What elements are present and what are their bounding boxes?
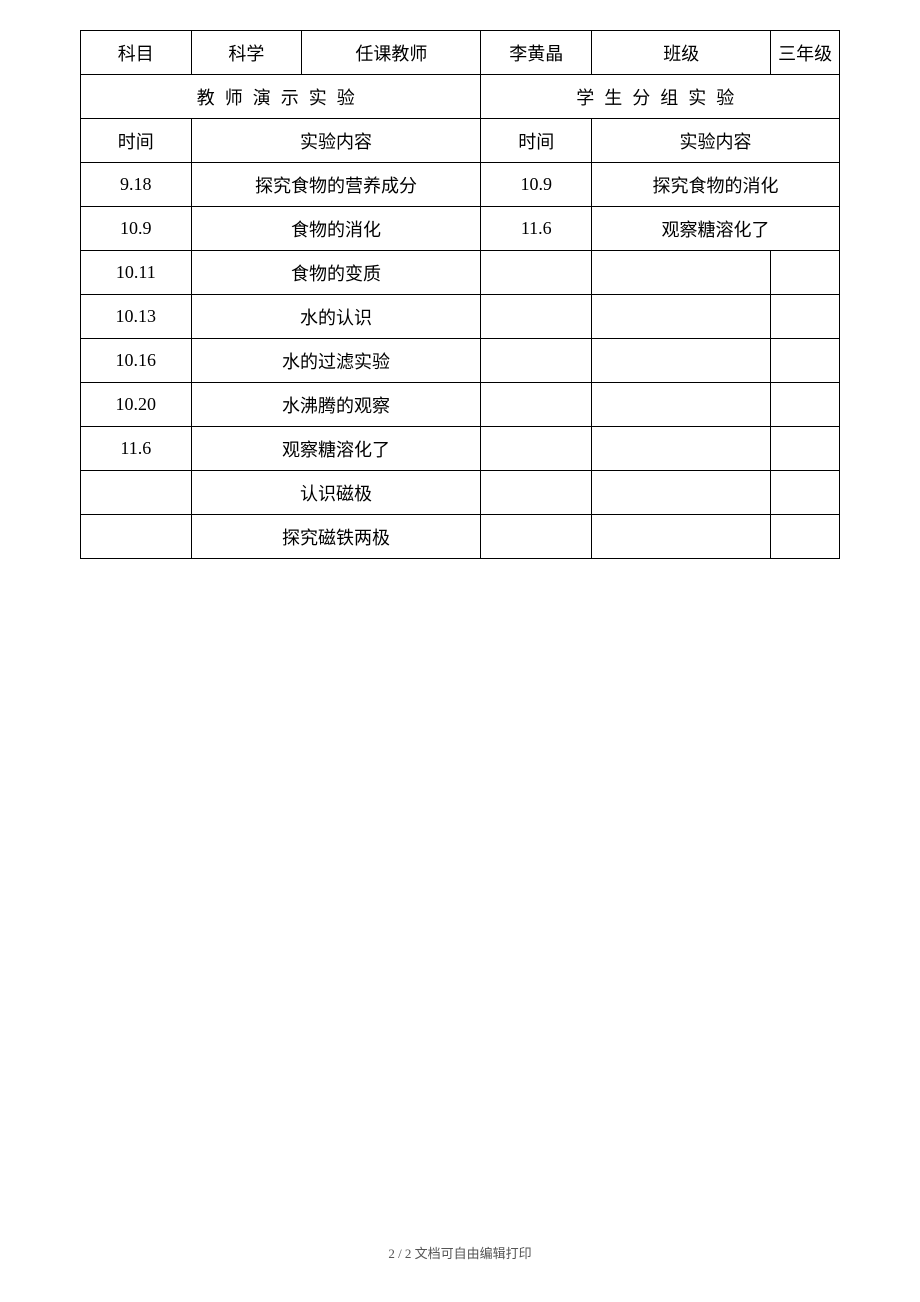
page-footer: 2 / 2 文档可自由编辑打印: [0, 1243, 920, 1262]
student-time-cell: [481, 383, 592, 427]
teacher-time-cell: 10.16: [81, 339, 192, 383]
student-content-cell: 探究食物的消化: [592, 163, 840, 207]
table-row: 10.9 食物的消化 11.6 观察糖溶化了: [81, 207, 840, 251]
student-time-cell: [481, 339, 592, 383]
student-content-cell: [592, 295, 771, 339]
teacher-time-cell: 10.11: [81, 251, 192, 295]
student-content-cell: [592, 383, 771, 427]
student-time-cell: [481, 471, 592, 515]
student-content-cell: [592, 251, 771, 295]
student-time-cell: [481, 427, 592, 471]
teacher-content-cell: 认识磁极: [191, 471, 481, 515]
table-row: 10.11 食物的变质: [81, 251, 840, 295]
student-content-cell: [592, 427, 771, 471]
student-extra-cell: [771, 339, 840, 383]
teacher-content-cell: 食物的消化: [191, 207, 481, 251]
teacher-content-cell: 水的认识: [191, 295, 481, 339]
table-row: 9.18 探究食物的营养成分 10.9 探究食物的消化: [81, 163, 840, 207]
teacher-content-cell: 观察糖溶化了: [191, 427, 481, 471]
teacher-time-cell: [81, 471, 192, 515]
section-row: 教师演示实验 学生分组实验: [81, 75, 840, 119]
student-time-cell: 10.9: [481, 163, 592, 207]
teacher-content-cell: 食物的变质: [191, 251, 481, 295]
teacher-content-cell: 探究食物的营养成分: [191, 163, 481, 207]
student-extra-cell: [771, 251, 840, 295]
student-extra-cell: [771, 427, 840, 471]
content-header-right: 实验内容: [592, 119, 840, 163]
student-extra-cell: [771, 383, 840, 427]
table-row: 10.13 水的认识: [81, 295, 840, 339]
student-extra-cell: [771, 515, 840, 559]
teacher-label: 任课教师: [302, 31, 481, 75]
teacher-value: 李黄晶: [481, 31, 592, 75]
column-header-row: 时间 实验内容 时间 实验内容: [81, 119, 840, 163]
subject-value: 科学: [191, 31, 302, 75]
student-time-cell: [481, 295, 592, 339]
table-row: 探究磁铁两极: [81, 515, 840, 559]
teacher-content-cell: 探究磁铁两极: [191, 515, 481, 559]
class-label: 班级: [592, 31, 771, 75]
table-row: 11.6 观察糖溶化了: [81, 427, 840, 471]
teacher-time-cell: [81, 515, 192, 559]
teacher-time-cell: 10.9: [81, 207, 192, 251]
student-content-cell: [592, 515, 771, 559]
header-row: 科目 科学 任课教师 李黄晶 班级 三年级: [81, 31, 840, 75]
student-content-cell: [592, 471, 771, 515]
page-container: 科目 科学 任课教师 李黄晶 班级 三年级 教师演示实验 学生分组实验 时间 实…: [0, 0, 920, 559]
student-extra-cell: [771, 295, 840, 339]
student-time-cell: [481, 251, 592, 295]
teacher-demo-header: 教师演示实验: [81, 75, 481, 119]
subject-label: 科目: [81, 31, 192, 75]
teacher-content-cell: 水的过滤实验: [191, 339, 481, 383]
table-row: 10.16 水的过滤实验: [81, 339, 840, 383]
time-header-right: 时间: [481, 119, 592, 163]
teacher-time-cell: 11.6: [81, 427, 192, 471]
student-time-cell: [481, 515, 592, 559]
table-row: 认识磁极: [81, 471, 840, 515]
teacher-time-cell: 9.18: [81, 163, 192, 207]
student-content-cell: [592, 339, 771, 383]
table-row: 10.20 水沸腾的观察: [81, 383, 840, 427]
teacher-time-cell: 10.20: [81, 383, 192, 427]
student-time-cell: 11.6: [481, 207, 592, 251]
class-value: 三年级: [771, 31, 840, 75]
teacher-content-cell: 水沸腾的观察: [191, 383, 481, 427]
teacher-time-cell: 10.13: [81, 295, 192, 339]
time-header-left: 时间: [81, 119, 192, 163]
student-group-header: 学生分组实验: [481, 75, 840, 119]
content-header-left: 实验内容: [191, 119, 481, 163]
student-content-cell: 观察糖溶化了: [592, 207, 840, 251]
student-extra-cell: [771, 471, 840, 515]
experiment-table: 科目 科学 任课教师 李黄晶 班级 三年级 教师演示实验 学生分组实验 时间 实…: [80, 30, 840, 559]
